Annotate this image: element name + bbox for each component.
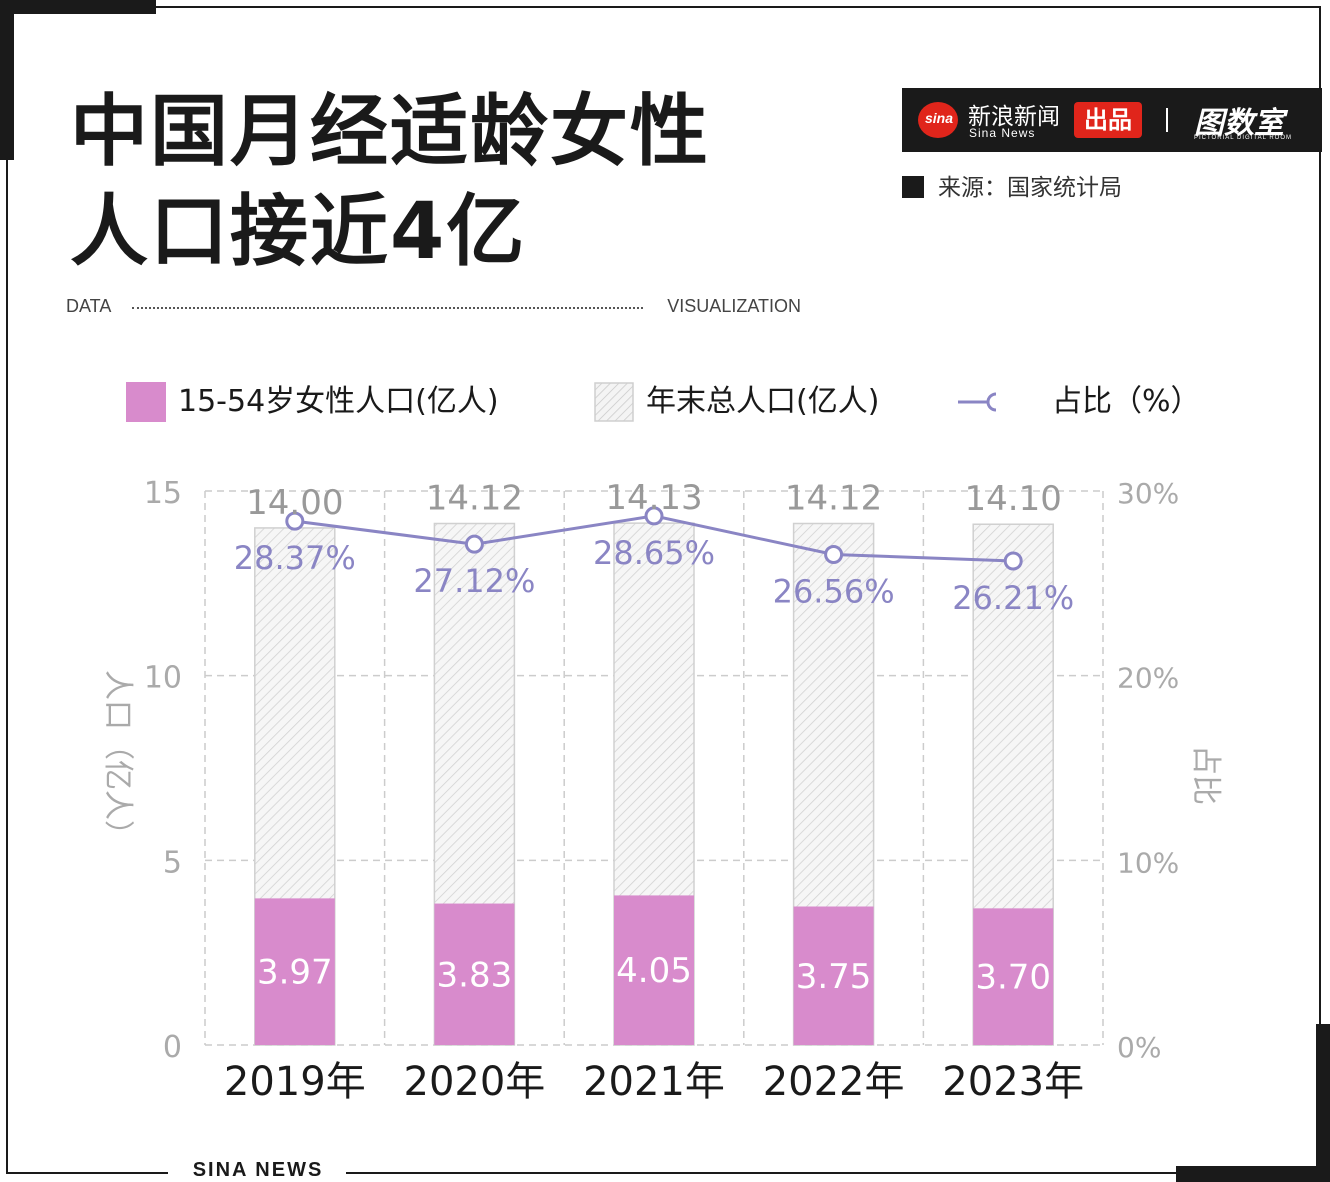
visualization-label: VISUALIZATION — [667, 296, 801, 316]
bar-female — [434, 903, 515, 1045]
bar-female-label: 3.70 — [975, 958, 1051, 998]
legend-total: 年末总人口(亿人) — [594, 380, 924, 424]
y-axis-right-title: 占比 — [1188, 745, 1223, 805]
x-tick-label: 2022年 — [763, 1059, 905, 1105]
bar-total-label: 14.10 — [965, 479, 1062, 519]
tushu-logo-en: PICTORIAL DIGITAL ROOM — [1194, 135, 1293, 141]
bar-female — [973, 908, 1054, 1045]
bar-total-label: 14.00 — [246, 483, 343, 523]
bar-female — [254, 898, 335, 1045]
y-tick-left: 5 — [163, 845, 182, 880]
legend-ratio-swatch — [958, 392, 996, 412]
chupin-badge: 出品 — [1074, 102, 1142, 138]
legend-total-label: 年末总人口(亿人) — [646, 384, 880, 419]
brand-separator — [1166, 108, 1168, 132]
title-line-1: 中国月经适龄女性 — [70, 87, 711, 177]
frame-bottom-line-left — [6, 1172, 168, 1174]
legend-female: 15-54岁女性人口(亿人) — [126, 380, 546, 424]
ratio-label: 28.65% — [593, 534, 715, 572]
frame-corner-top-left — [0, 0, 156, 14]
ratio-point — [464, 534, 484, 554]
ratio-label: 26.21% — [952, 579, 1074, 617]
legend-female-swatch — [126, 382, 166, 422]
y-tick-left: 10 — [144, 661, 182, 696]
dotted-divider — [132, 307, 643, 309]
x-tick-label: 2019年 — [224, 1059, 366, 1105]
source-text: 来源：国家统计局 — [938, 175, 1122, 201]
y-tick-left: 0 — [163, 1030, 182, 1065]
page-title: 中国月经适龄女性 人口接近4亿 — [70, 82, 710, 282]
bar-female-label: 3.97 — [257, 953, 333, 993]
bar-female-label: 3.75 — [796, 957, 872, 997]
ratio-label: 26.56% — [773, 573, 895, 611]
bar-female-label: 4.05 — [616, 951, 692, 991]
bar-total-label: 14.12 — [426, 479, 523, 519]
brand-bar: sina 新浪新闻 Sina News 出品 图数室 PICTORIAL DIG… — [902, 88, 1322, 152]
source-square-icon — [902, 176, 924, 198]
sina-logo-text: sina — [924, 110, 953, 126]
frame-corner-bottom-right — [1316, 1024, 1330, 1182]
frame-corner-bottom — [1176, 1166, 1330, 1182]
bar-female — [793, 906, 874, 1045]
title-line-2: 人口接近4亿 — [70, 187, 527, 277]
ratio-point — [824, 545, 844, 565]
frame-corner-left — [0, 0, 14, 160]
ratio-label: 27.12% — [413, 562, 535, 600]
y-tick-right: 20% — [1117, 662, 1179, 695]
sina-news-cn: 新浪新闻 — [968, 104, 1060, 130]
y-tick-right: 10% — [1117, 846, 1179, 879]
tushu-logo: 图数室 — [1194, 106, 1284, 141]
sina-logo-icon — [918, 102, 958, 138]
legend-female-label: 15-54岁女性人口(亿人) — [178, 384, 499, 419]
frame-bottom-line-right — [346, 1172, 1176, 1174]
legend-ratio-label: 占比（%） — [1052, 384, 1201, 419]
y-axis-left-title: 人口（亿人） — [100, 670, 135, 850]
frame-top-line — [156, 6, 1321, 8]
bar-total-label: 14.12 — [785, 479, 882, 519]
ratio-point — [1003, 551, 1023, 571]
x-tick-label: 2023年 — [942, 1059, 1084, 1105]
data-visualization-rule: DATA VISUALIZATION — [66, 296, 801, 320]
ratio-point — [644, 506, 664, 526]
y-tick-left: 15 — [144, 476, 182, 511]
x-tick-label: 2021年 — [583, 1059, 725, 1105]
bar-total-label: 14.13 — [605, 478, 702, 518]
legend-total-swatch — [594, 382, 634, 422]
bar-female — [614, 895, 694, 1045]
y-tick-right: 0% — [1117, 1031, 1161, 1064]
footer-brand: SINA NEWS — [192, 1159, 324, 1181]
data-label: DATA — [66, 296, 112, 316]
frame-right-line — [1319, 6, 1321, 1024]
bar-female-label: 3.83 — [437, 955, 513, 995]
y-tick-right: 30% — [1117, 477, 1179, 510]
x-tick-label: 2020年 — [404, 1059, 546, 1105]
ratio-label: 28.37% — [234, 539, 356, 577]
legend-ratio: 占比（%） — [956, 380, 1201, 424]
sina-news-en: Sina News — [969, 126, 1036, 140]
ratio-point — [285, 511, 305, 531]
source-note: 来源：国家统计局 — [902, 168, 1122, 202]
frame-left-line — [6, 160, 8, 1172]
